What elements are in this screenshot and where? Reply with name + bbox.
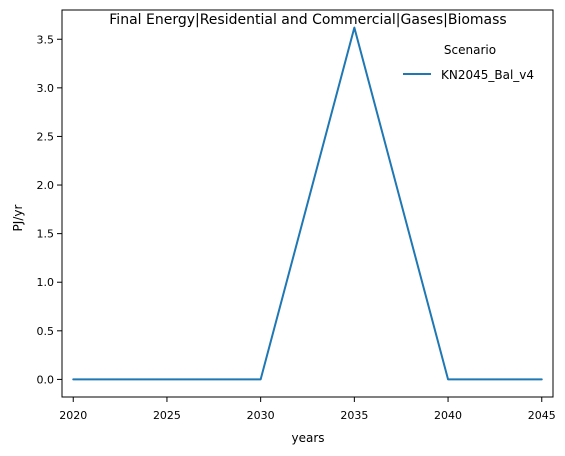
y-tick-label: 1.5 [37, 228, 55, 241]
y-tick-label: 1.0 [37, 276, 55, 289]
x-axis-label: years [291, 431, 324, 445]
x-tick-label: 2045 [528, 409, 556, 422]
y-tick-label: 0.5 [37, 325, 55, 338]
y-axis-label: PJ/yr [11, 205, 25, 232]
legend-title: Scenario [444, 43, 496, 57]
series-layer [72, 26, 543, 381]
plot-area: 2020 2025 2030 2035 2040 2045 0.0 0.5 1.0 1.5 2.0… [37, 9, 556, 422]
x-axis-ticks: 2020 2025 2030 2035 2040 2045 [59, 397, 556, 422]
y-tick-label: 0.0 [37, 373, 55, 386]
y-axis-ticks: 0.0 0.5 1.0 1.5 2.0 2.5 3.0 3.5 [37, 33, 62, 386]
y-tick-label: 2.5 [37, 130, 55, 143]
legend: Scenario KN2045_Bal_v4 [403, 43, 534, 82]
axes-frame [61, 9, 554, 398]
y-tick-label: 3.0 [37, 82, 55, 95]
x-tick-label: 2040 [434, 409, 462, 422]
x-tick-label: 2025 [153, 409, 181, 422]
x-tick-label: 2020 [59, 409, 87, 422]
y-tick-label: 3.5 [37, 33, 55, 46]
series-line-0 [72, 26, 543, 381]
legend-label-kn2045-bal-v4: KN2045_Bal_v4 [441, 68, 534, 82]
chart-title: Final Energy|Residential and Commercial|… [109, 12, 506, 28]
y-tick-label: 2.0 [37, 179, 55, 192]
x-tick-label: 2030 [247, 409, 275, 422]
x-tick-label: 2035 [340, 409, 368, 422]
